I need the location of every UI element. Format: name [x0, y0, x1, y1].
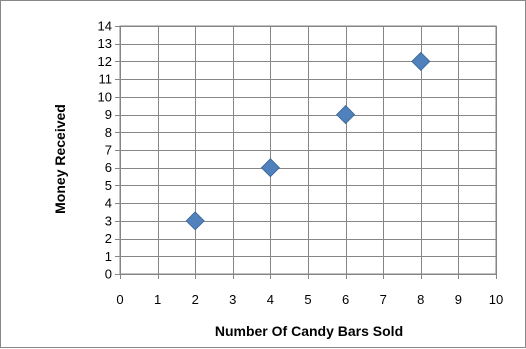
x-tick-label: 7	[380, 292, 387, 307]
y-tick-label: 13	[98, 36, 112, 51]
x-tick-label: 9	[455, 292, 462, 307]
y-tick-label: 9	[105, 107, 112, 122]
grid-lines	[119, 25, 497, 275]
data-point-diamond	[336, 105, 356, 125]
x-tick-label: 1	[154, 292, 161, 307]
x-tick-label: 2	[192, 292, 199, 307]
x-tick-label: 4	[267, 292, 274, 307]
y-tick-label: 6	[105, 160, 112, 175]
y-tick-label: 1	[105, 249, 112, 264]
x-tick-label: 3	[229, 292, 236, 307]
data-point-diamond	[411, 51, 431, 71]
x-axis-title: Number Of Candy Bars Sold	[215, 323, 403, 339]
y-tick-label: 14	[98, 19, 112, 34]
y-tick-label: 5	[105, 178, 112, 193]
x-tick-label: 8	[417, 292, 424, 307]
y-tick-label: 11	[99, 72, 113, 87]
x-tick-labels: 0 1 2 3 4 5 6 7 8 9 10	[116, 292, 503, 307]
data-point-diamond	[185, 211, 205, 231]
y-tick-label: 10	[98, 89, 112, 104]
y-tick-label: 8	[105, 125, 112, 140]
y-axis-title: Money Received	[52, 104, 68, 214]
x-tick-label: 10	[489, 292, 503, 307]
data-points	[185, 51, 431, 231]
data-point-diamond	[260, 158, 280, 178]
x-tick-label: 6	[342, 292, 349, 307]
y-tick-label: 0	[105, 267, 112, 282]
x-tick-label: 5	[304, 292, 311, 307]
y-tick-label: 12	[98, 54, 112, 69]
y-tick-label: 7	[105, 143, 112, 158]
y-tick-label: 2	[105, 231, 112, 246]
y-tick-label: 3	[105, 213, 112, 228]
x-tick-label: 0	[116, 292, 123, 307]
axes	[115, 26, 497, 279]
y-tick-label: 4	[105, 196, 112, 211]
